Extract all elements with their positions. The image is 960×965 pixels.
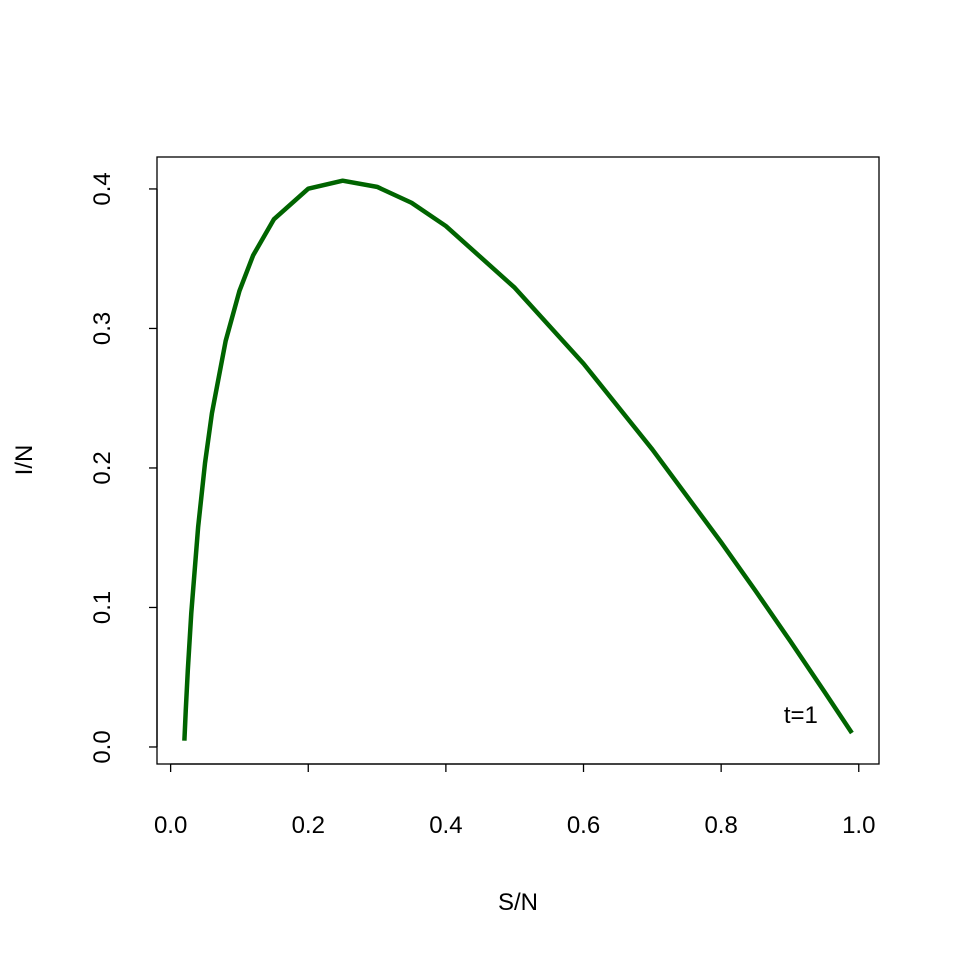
y-tick-label: 0.2 (89, 451, 116, 484)
x-tick-label: 0.8 (704, 812, 737, 839)
x-axis-title: S/N (498, 889, 538, 916)
x-tick-label: 0.2 (292, 812, 325, 839)
x-tick-label: 0.0 (154, 812, 187, 839)
x-tick-label: 0.6 (567, 812, 600, 839)
y-tick-label: 0.3 (89, 312, 116, 345)
annotation: t=1 (784, 702, 818, 729)
x-tick-label: 0.4 (429, 812, 462, 839)
x-tick-label: 1.0 (842, 812, 875, 839)
y-tick-label: 0.1 (89, 591, 116, 624)
y-tick-label: 0.4 (89, 172, 116, 205)
y-axis-title: I/N (11, 445, 38, 476)
data-line (182, 178, 854, 741)
plot-box (156, 156, 880, 765)
y-tick-label: 0.0 (89, 730, 116, 763)
